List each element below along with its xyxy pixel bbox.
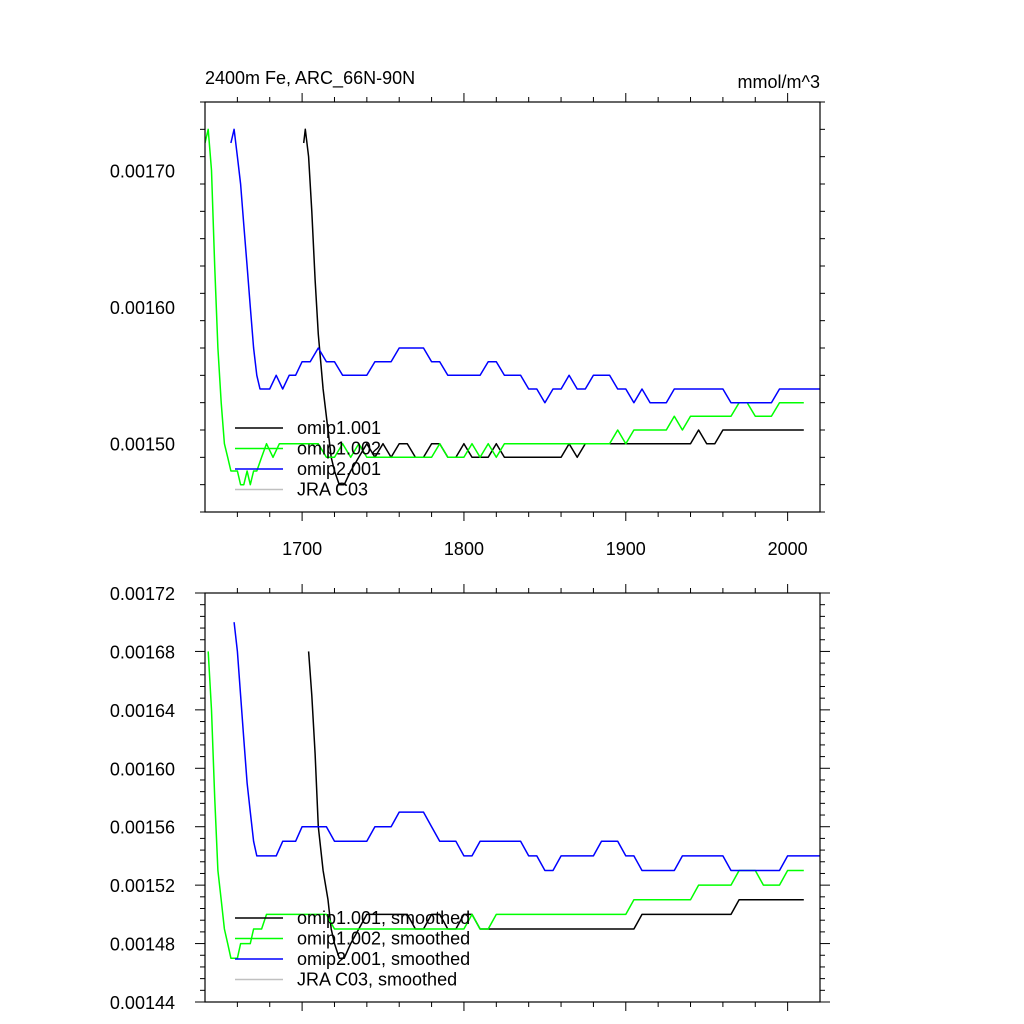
y-tick-label: 0.00148 [110, 935, 175, 955]
series-line-omip1-002 [205, 128, 804, 486]
panel-2: 0.00144 0.00148 0.00152 0.00156 0.00160 0.001… [110, 584, 830, 1013]
y-tick-label: 0.00144 [110, 993, 175, 1013]
panel-1: 1700 1800 1900 2000 0.00150 0.00160 0.00170 240… [110, 68, 825, 559]
legend-label: omip1.001 [297, 418, 381, 438]
plot-frame [204, 101, 821, 513]
series-line-omip2-001-smoothed [233, 622, 820, 872]
y-tick-label: 0.00160 [110, 759, 175, 779]
legend-label: JRA C03, smoothed [297, 970, 457, 990]
legend-label: JRA C03 [297, 480, 368, 500]
y-tick-label: 0.00160 [110, 298, 175, 318]
y-tick-label: 0.00170 [110, 161, 175, 181]
units-label: mmol/m^3 [738, 72, 820, 92]
legend-label: omip2.001, smoothed [297, 949, 470, 969]
y-tick-label: 0.00156 [110, 818, 175, 838]
series-line-omip2-001 [230, 128, 820, 404]
y-tick-label: 0.00150 [110, 435, 175, 455]
legend-label: omip2.001 [297, 459, 381, 479]
legend-label: omip1.002 [297, 439, 381, 459]
y-tick-label: 0.00152 [110, 876, 175, 896]
plot-frame [204, 592, 821, 1003]
x-tick-label: 2000 [768, 539, 808, 559]
series-group [205, 128, 820, 486]
chart-title: 2400m Fe, ARC_66N-90N [205, 68, 415, 89]
x-tick-label: 1800 [444, 539, 484, 559]
legend-label: omip1.002, smoothed [297, 929, 470, 949]
x-tick-label: 1700 [282, 539, 322, 559]
legend-label: omip1.001, smoothed [297, 908, 470, 928]
series-line-omip1-002-smoothed [207, 651, 804, 959]
series-group [207, 622, 820, 959]
y-tick-label: 0.00168 [110, 642, 175, 662]
series-line-omip1-001 [302, 128, 804, 486]
x-tick-label: 1900 [606, 539, 646, 559]
y-tick-label: 0.00164 [110, 701, 175, 721]
y-tick-label: 0.00172 [110, 584, 175, 604]
